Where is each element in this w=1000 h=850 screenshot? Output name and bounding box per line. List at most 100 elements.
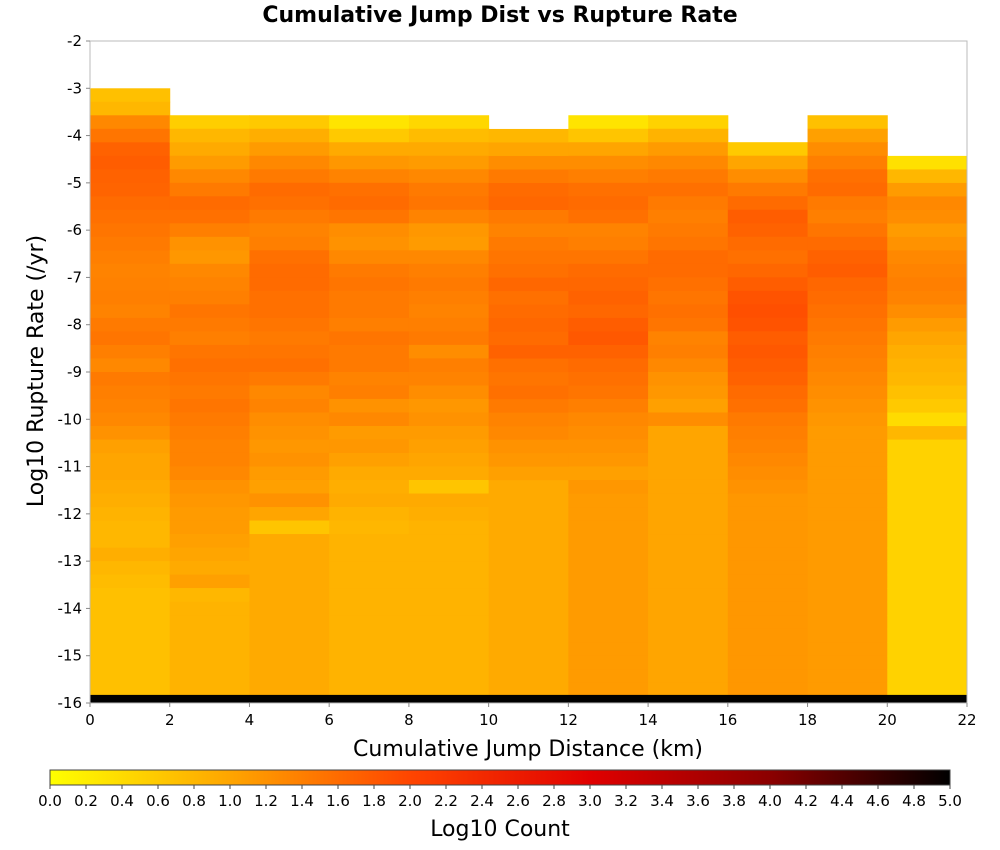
heatmap-cell (169, 534, 250, 549)
heatmap-cell (568, 628, 649, 643)
heatmap-cell (408, 642, 490, 657)
heatmap-cell (249, 358, 330, 373)
heatmap-cell (568, 209, 649, 224)
heatmap-cell (408, 344, 490, 359)
heatmap-cell (329, 169, 410, 184)
colorbar-tick-label: 4.0 (758, 792, 782, 810)
heatmap-cell (329, 493, 410, 508)
x-tick-label: 16 (718, 711, 737, 729)
heatmap-cell (727, 466, 809, 481)
heatmap-cell (90, 493, 171, 508)
heatmap-cell (807, 574, 888, 589)
heatmap-cell (648, 615, 729, 630)
heatmap-cell-bottom-row (90, 694, 967, 703)
heatmap-cell (249, 344, 330, 359)
heatmap-cell (169, 682, 250, 696)
heatmap-cell (488, 358, 569, 373)
heatmap-cell (329, 642, 410, 657)
colorbar-tick-label: 3.0 (578, 792, 602, 810)
heatmap-cell (249, 182, 330, 197)
colorbar-tick-label: 5.0 (938, 792, 962, 810)
heatmap-cell (169, 182, 250, 197)
heatmap-cell (648, 169, 729, 184)
heatmap-cell (169, 615, 250, 630)
heatmap-cell (727, 655, 809, 670)
heatmap-cell (648, 290, 729, 305)
y-tick-label: -11 (58, 458, 83, 476)
heatmap-cell (568, 155, 649, 170)
heatmap-cell (169, 507, 250, 522)
heatmap-cell (408, 507, 490, 522)
heatmap-cell (887, 493, 968, 508)
heatmap-cell (887, 331, 968, 346)
heatmap-cell (727, 439, 809, 454)
heatmap-cell (90, 601, 171, 616)
heatmap-cell (249, 209, 330, 224)
heatmap-cell (887, 574, 968, 589)
heatmap-cell (568, 182, 649, 197)
heatmap-cell (408, 655, 490, 670)
heatmap-cell (887, 345, 968, 360)
heatmap-cell (568, 398, 649, 413)
heatmap-cell (90, 344, 171, 359)
heatmap-cell (249, 115, 330, 130)
heatmap-cell (887, 182, 968, 197)
heatmap-cell (169, 642, 250, 657)
heatmap-cell (90, 263, 171, 278)
heatmap-cell (169, 223, 250, 238)
heatmap-cell (408, 425, 490, 440)
heatmap-cell (408, 601, 490, 616)
heatmap-cell (807, 669, 888, 684)
colorbar-tick-label: 4.8 (902, 792, 926, 810)
heatmap-cell (887, 236, 968, 251)
heatmap-cell (727, 398, 809, 413)
heatmap-cell (488, 399, 569, 414)
heatmap-cell (408, 169, 490, 184)
heatmap-cell (488, 480, 569, 495)
heatmap-cell (90, 547, 171, 562)
heatmap-cell (807, 236, 888, 251)
heatmap-cell (408, 304, 490, 319)
heatmap-cell (568, 615, 649, 630)
heatmap-cell (169, 628, 250, 643)
heatmap-cell (807, 412, 888, 427)
heatmap-cell (807, 344, 888, 359)
heatmap-cell (329, 628, 410, 643)
heatmap-cell (488, 655, 569, 670)
x-tick-label: 6 (324, 711, 334, 729)
heatmap-cell (568, 561, 649, 576)
colorbar-tick-label: 1.6 (326, 792, 350, 810)
heatmap-cell (488, 372, 569, 387)
heatmap-cell (568, 304, 649, 319)
heatmap-cell (408, 682, 490, 696)
heatmap-cell (648, 128, 729, 143)
heatmap-cell (169, 290, 250, 305)
heatmap-cell (249, 236, 330, 251)
heatmap-cell (169, 561, 250, 576)
heatmap-cell (249, 682, 330, 696)
x-tick-label: 12 (559, 711, 578, 729)
heatmap-cell (727, 250, 809, 265)
heatmap-cell (727, 642, 809, 657)
heatmap-cell (648, 425, 729, 440)
heatmap-cell (648, 209, 729, 224)
heatmap-cell (807, 466, 888, 481)
heatmap-cell (408, 439, 490, 454)
heatmap-cell (329, 520, 410, 535)
heatmap-cell (807, 534, 888, 549)
heatmap-cell (568, 655, 649, 670)
heatmap-cell (488, 466, 569, 481)
heatmap-cell (648, 439, 729, 454)
heatmap-cell (727, 493, 809, 508)
heatmap-cell (727, 452, 809, 467)
heatmap-cell (568, 574, 649, 589)
heatmap-cell (887, 223, 968, 238)
heatmap-cell (408, 561, 490, 576)
heatmap-cell (488, 547, 569, 562)
heatmap-cell (887, 304, 968, 319)
heatmap-cell (807, 290, 888, 305)
heatmap-cell (807, 507, 888, 522)
heatmap-cell (90, 574, 171, 589)
heatmap-cell (887, 615, 968, 630)
